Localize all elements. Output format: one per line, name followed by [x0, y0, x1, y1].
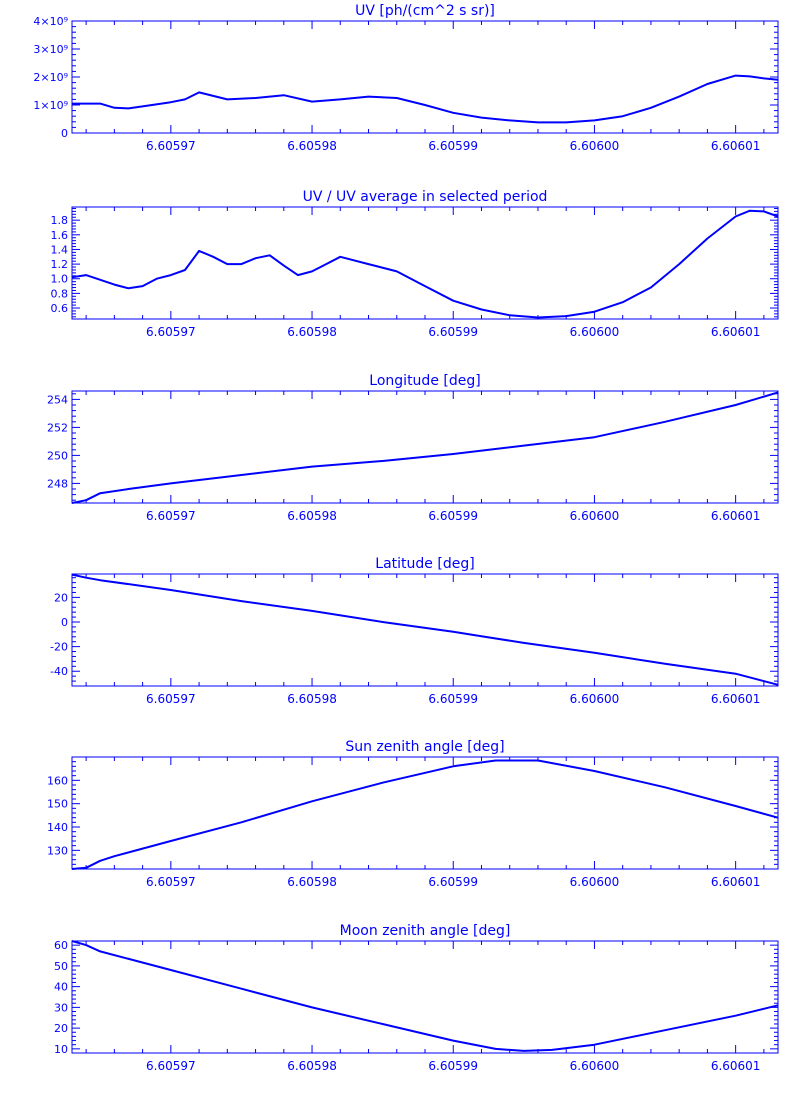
y-tick-label: 254: [47, 393, 68, 406]
x-tick-label: 6.60597: [146, 692, 196, 706]
x-tick-label: 6.60601: [711, 509, 761, 523]
x-tick-label: 6.60597: [146, 875, 196, 889]
y-tick-label: 252: [47, 421, 68, 434]
x-tick-label: 6.60599: [428, 509, 478, 523]
panel-title: Latitude [deg]: [375, 556, 474, 572]
series-line-1: [71, 759, 779, 870]
chart-panel-3: Longitude [deg] 6.60597 6.60598 6.60599 6.60…: [47, 373, 779, 523]
x-tick-label: 6.60599: [428, 692, 478, 706]
y-tick-label: 1.0: [51, 273, 69, 286]
x-tick-label: 6.60597: [146, 1059, 196, 1073]
x-tick-label: 6.60598: [287, 509, 337, 523]
series-line-1: [71, 391, 779, 504]
x-tick-label: 6.60598: [287, 139, 337, 153]
x-tick-label: 6.60600: [570, 509, 620, 523]
y-tick-label: 140: [47, 821, 68, 834]
x-tick-label: 6.60598: [287, 875, 337, 889]
x-tick-label: 6.60599: [428, 1059, 478, 1073]
y-tick-label: 1.2: [51, 258, 69, 271]
panel-title: Longitude [deg]: [369, 373, 480, 389]
y-tick-label: 160: [47, 774, 68, 787]
y-tick-label: 1.8: [51, 214, 69, 227]
x-tick-label: 6.60601: [711, 875, 761, 889]
series-line-1: [71, 209, 779, 319]
x-tick-label: 6.60601: [711, 325, 761, 339]
y-tick-label: 4×10⁹: [33, 15, 68, 28]
y-tick-label: 60: [54, 939, 68, 952]
y-tick-label: 3×10⁹: [33, 43, 68, 56]
panel-title: Sun zenith angle [deg]: [345, 739, 504, 755]
y-tick-label: 40: [54, 981, 68, 994]
x-tick-label: 6.60600: [570, 692, 620, 706]
x-tick-label: 6.60600: [570, 325, 620, 339]
x-tick-label: 6.60601: [711, 139, 761, 153]
chart-panel-4: Latitude [deg] 6.60597 6.60598 6.60599 6.606…: [50, 556, 779, 706]
panel-title: UV / UV average in selected period: [303, 189, 548, 205]
y-tick-label: 130: [47, 844, 68, 857]
panel-title: Moon zenith angle [deg]: [340, 923, 511, 939]
x-tick-label: 6.60601: [711, 692, 761, 706]
y-tick-label: 250: [47, 449, 68, 462]
y-tick-label: 0: [61, 616, 68, 629]
y-tick-label: 20: [54, 1022, 68, 1035]
y-tick-label: 2×10⁹: [33, 71, 68, 84]
y-tick-label: 0.6: [51, 302, 69, 315]
x-tick-label: 6.60600: [570, 1059, 620, 1073]
x-tick-label: 6.60601: [711, 1059, 761, 1073]
y-tick-label: 10: [54, 1043, 68, 1056]
chart-panel-2: UV / UV average in selected period 6.6059…: [51, 189, 779, 339]
x-tick-label: 6.60599: [428, 875, 478, 889]
x-tick-label: 6.60599: [428, 325, 478, 339]
x-tick-label: 6.60600: [570, 875, 620, 889]
y-tick-label: 1.4: [51, 243, 69, 256]
series-line-1: [71, 940, 779, 1052]
x-tick-label: 6.60598: [287, 325, 337, 339]
y-tick-label: -20: [50, 641, 68, 654]
y-tick-label: 20: [54, 591, 68, 604]
x-tick-label: 6.60599: [428, 139, 478, 153]
x-tick-label: 6.60597: [146, 509, 196, 523]
y-tick-label: 1.6: [51, 229, 69, 242]
y-tick-label: 248: [47, 477, 68, 490]
x-tick-label: 6.60597: [146, 325, 196, 339]
x-tick-label: 6.60600: [570, 139, 620, 153]
y-tick-label: 0: [61, 127, 68, 140]
chart-panels: UV [ph/(cm^2 s sr)] 6.60597 6.60598 6.60599…: [33, 3, 779, 1073]
y-tick-label: -40: [50, 665, 68, 678]
chart-panel-1: UV [ph/(cm^2 s sr)] 6.60597 6.60598 6.60599…: [33, 3, 779, 153]
x-tick-label: 6.60598: [287, 1059, 337, 1073]
x-tick-label: 6.60598: [287, 692, 337, 706]
x-tick-label: 6.60597: [146, 139, 196, 153]
series-line-1: [71, 573, 779, 686]
series-line-1: [72, 74, 779, 124]
y-tick-label: 30: [54, 1001, 68, 1014]
y-tick-label: 1×10⁹: [33, 99, 68, 112]
panel-title: UV [ph/(cm^2 s sr)]: [355, 3, 495, 19]
y-tick-label: 50: [54, 960, 68, 973]
chart-panel-6: Moon zenith angle [deg] 6.60597 6.60598 6.6…: [54, 923, 779, 1073]
y-tick-label: 0.8: [51, 287, 69, 300]
chart-panel-5: Sun zenith angle [deg] 6.60597 6.60598 6.60…: [47, 739, 779, 889]
y-tick-label: 150: [47, 798, 68, 811]
